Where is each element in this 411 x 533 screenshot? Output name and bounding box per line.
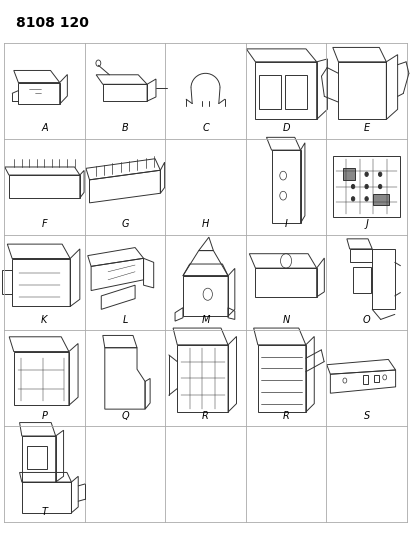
Text: P: P: [42, 411, 47, 421]
Text: H: H: [202, 219, 209, 229]
Text: J: J: [365, 219, 368, 229]
Text: Q: Q: [121, 411, 129, 421]
Circle shape: [351, 184, 355, 189]
Bar: [28, 446, 46, 469]
Text: T: T: [42, 507, 47, 517]
Bar: [363, 375, 368, 384]
Text: G: G: [121, 219, 129, 229]
Bar: [373, 194, 389, 205]
Circle shape: [365, 184, 368, 189]
Text: L: L: [122, 315, 128, 325]
Bar: [353, 268, 371, 293]
Bar: [259, 75, 281, 109]
Text: M: M: [201, 315, 210, 325]
Text: F: F: [42, 219, 47, 229]
Circle shape: [379, 172, 382, 176]
Text: C: C: [202, 123, 209, 133]
Circle shape: [365, 197, 368, 201]
Circle shape: [351, 172, 355, 176]
Text: D: D: [282, 123, 290, 133]
Circle shape: [379, 197, 382, 201]
Text: N: N: [282, 315, 290, 325]
Text: O: O: [363, 315, 370, 325]
Text: I: I: [285, 219, 287, 229]
Text: R: R: [283, 411, 289, 421]
Bar: [333, 156, 400, 217]
Circle shape: [351, 197, 355, 201]
Bar: [343, 168, 355, 180]
Text: 8108 120: 8108 120: [16, 16, 89, 30]
Bar: [374, 375, 379, 382]
Bar: [284, 75, 307, 109]
Text: B: B: [122, 123, 128, 133]
Text: E: E: [364, 123, 369, 133]
Circle shape: [379, 184, 382, 189]
Text: K: K: [41, 315, 48, 325]
Circle shape: [365, 172, 368, 176]
Text: R: R: [202, 411, 209, 421]
Text: S: S: [363, 411, 370, 421]
Text: A: A: [41, 123, 48, 133]
